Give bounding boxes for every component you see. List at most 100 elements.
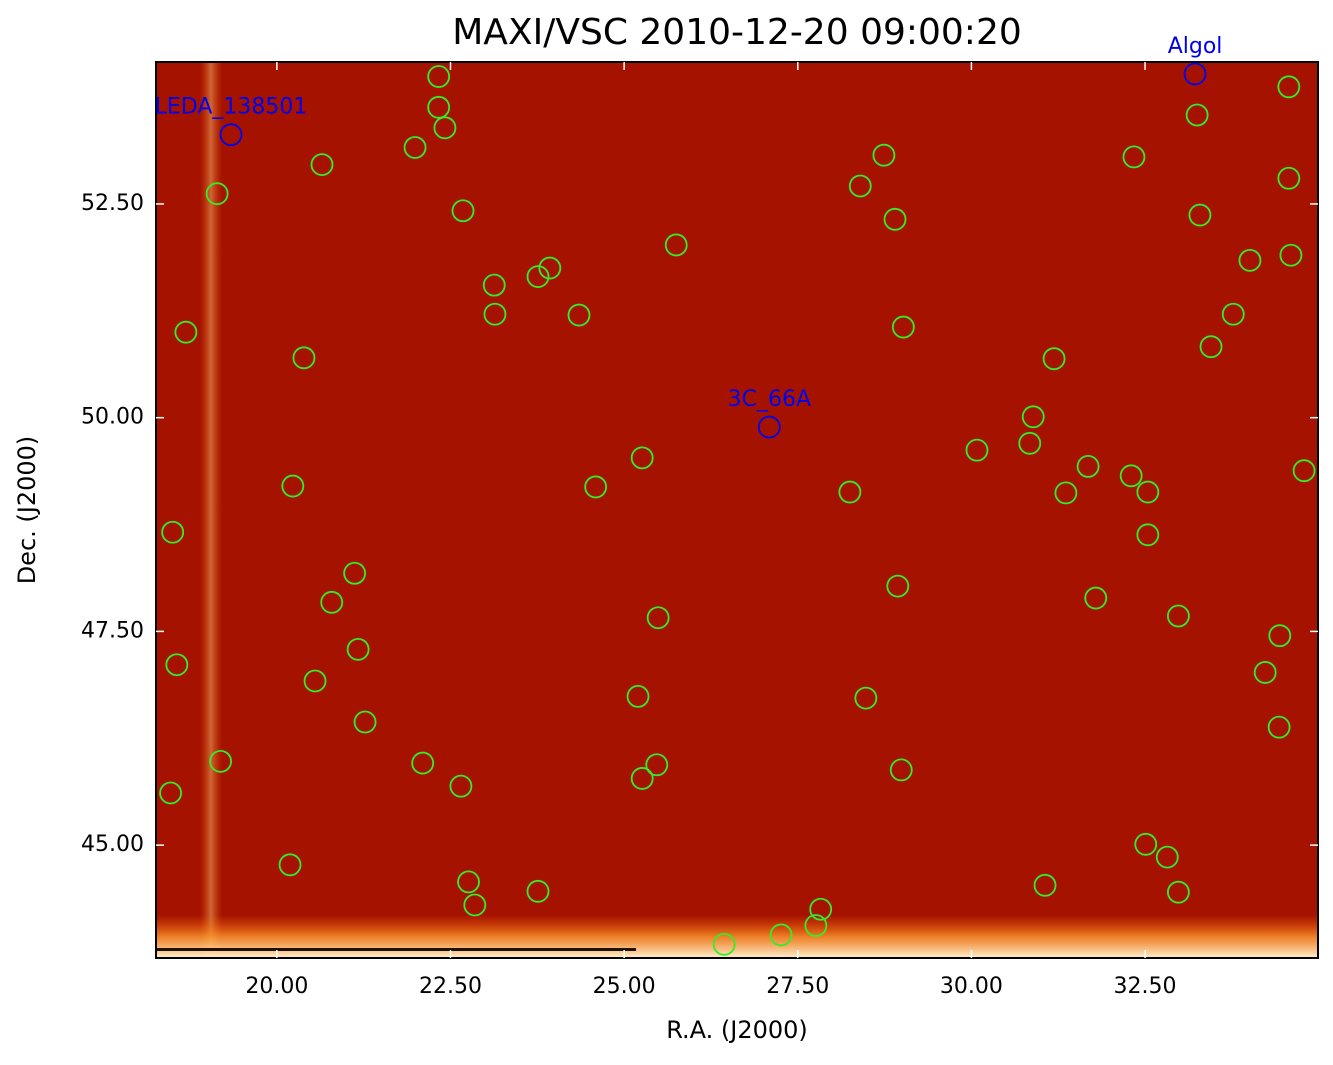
source-marker [567, 303, 591, 327]
source-marker [646, 606, 670, 630]
source-marker [343, 561, 367, 585]
source-label: 3C_66A [728, 387, 811, 412]
source-marker [303, 669, 327, 693]
source-marker [854, 686, 878, 710]
source-marker [427, 65, 451, 88]
source-marker [411, 751, 435, 775]
source-marker [891, 315, 915, 339]
source-marker [346, 637, 370, 661]
source-marker [1021, 405, 1045, 429]
source-marker [310, 153, 334, 176]
source-marker [209, 749, 232, 773]
source-marker [1199, 335, 1223, 359]
source-marker [1292, 459, 1316, 483]
source-marker [292, 346, 316, 370]
chart-title: MAXI/VSC 2010-12-20 09:00:20 [452, 12, 1022, 53]
source-marker [1279, 243, 1303, 267]
source-marker [1076, 454, 1100, 478]
source-marker [1054, 481, 1078, 505]
source-marker [1122, 145, 1146, 169]
source-marker [1267, 715, 1291, 739]
source-marker [645, 753, 669, 777]
source-marker [883, 207, 907, 231]
source-marker [1185, 103, 1209, 127]
source-marker [278, 853, 302, 877]
x-tick-label: 22.50 [419, 974, 482, 999]
named-source-marker [1183, 62, 1207, 86]
plot-frame [155, 61, 1319, 959]
plot-area [156, 62, 1318, 958]
y-tick-label: 45.00 [81, 832, 144, 857]
x-tick-label: 25.00 [593, 974, 656, 999]
source-marker [848, 174, 872, 198]
source-marker [630, 767, 654, 790]
source-marker [1166, 880, 1190, 904]
source-marker [403, 136, 427, 159]
source-marker [1166, 604, 1190, 628]
image-glow [156, 915, 1318, 958]
source-marker [965, 438, 989, 462]
source-marker [482, 273, 506, 297]
x-tick-label: 32.50 [1114, 974, 1177, 999]
source-marker [1136, 480, 1160, 504]
named-source-marker [757, 415, 781, 439]
source-marker [205, 182, 229, 206]
source-marker [1253, 661, 1277, 684]
source-marker [712, 932, 736, 956]
source-marker [886, 574, 910, 598]
x-tick-label: 27.50 [766, 974, 829, 999]
y-tick-label: 47.50 [81, 618, 144, 643]
source-marker [584, 475, 608, 499]
source-label: Algol [1168, 34, 1223, 59]
source-marker [526, 265, 550, 288]
source-marker [809, 897, 833, 921]
source-marker [630, 446, 654, 470]
source-marker [463, 893, 487, 917]
source-marker [664, 233, 688, 257]
named-source-marker [219, 123, 243, 147]
source-marker [1042, 347, 1066, 371]
source-marker [1134, 832, 1158, 856]
source-marker [1277, 166, 1301, 190]
source-marker [838, 480, 862, 504]
source-marker [457, 870, 480, 894]
source-marker [353, 710, 377, 734]
source-marker [1018, 431, 1042, 455]
source-marker [451, 199, 475, 223]
source-marker [427, 95, 451, 119]
image-background [156, 62, 1318, 958]
source-marker [281, 474, 305, 498]
source-marker [1221, 302, 1245, 326]
x-tick-label: 20.00 [245, 974, 308, 999]
source-marker [1277, 75, 1301, 99]
source-marker [483, 302, 507, 326]
source-marker [1188, 203, 1212, 227]
source-marker [1084, 586, 1108, 610]
source-marker [872, 143, 896, 167]
y-tick-label: 50.00 [81, 405, 144, 430]
source-marker [526, 879, 550, 903]
source-marker [626, 684, 650, 708]
source-marker [1033, 873, 1057, 897]
source-marker [159, 781, 182, 805]
y-tick-label: 52.50 [81, 191, 144, 216]
y-axis-label: Dec. (J2000) [13, 436, 41, 585]
source-marker [1268, 624, 1292, 648]
x-tick-label: 30.00 [940, 974, 1003, 999]
source-marker [165, 653, 189, 677]
source-marker [449, 774, 473, 798]
image-stripe [156, 948, 636, 951]
source-marker [804, 914, 828, 937]
source-marker [1136, 523, 1160, 547]
source-marker [320, 590, 344, 614]
source-marker [1155, 845, 1179, 869]
source-marker [538, 256, 562, 280]
source-marker [174, 320, 198, 344]
x-axis-label: R.A. (J2000) [666, 1016, 808, 1044]
source-marker [1119, 464, 1143, 488]
source-marker [161, 520, 185, 544]
image-streak [200, 62, 222, 958]
source-marker [433, 116, 457, 140]
source-marker [889, 758, 913, 782]
